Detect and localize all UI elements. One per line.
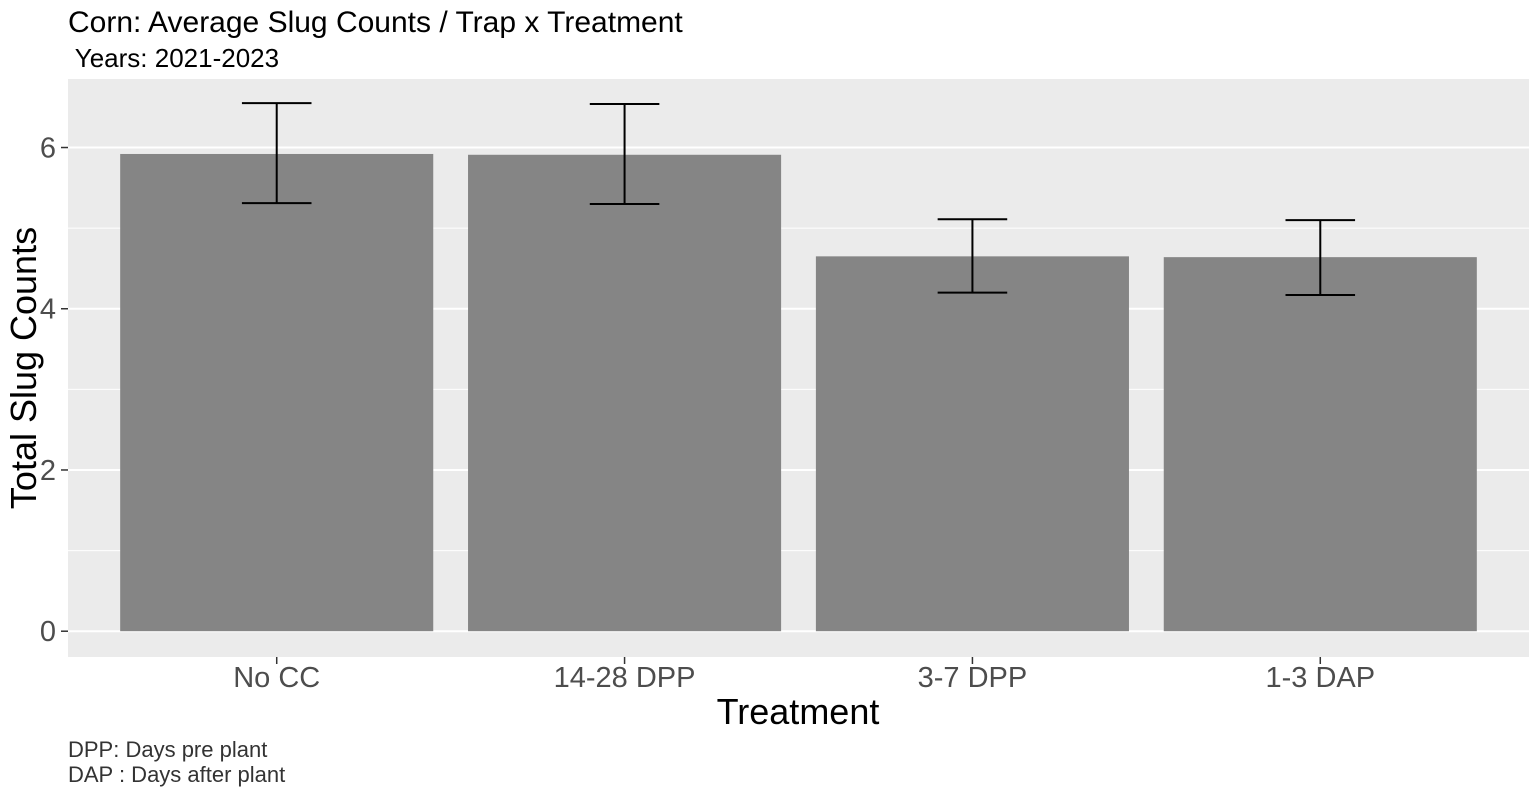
x-tick-label: No CC (233, 662, 320, 694)
error-bar (589, 102, 660, 205)
bars (120, 153, 1477, 632)
bar (468, 154, 782, 632)
chart-title: Corn: Average Slug Counts / Trap x Treat… (68, 6, 683, 39)
y-tick-label: 0 (40, 616, 56, 648)
caption-line-dpp: DPP: Days pre plant (68, 737, 267, 762)
chart-subtitle: Years: 2021-2023 (68, 43, 279, 73)
y-tick-label: 6 (40, 133, 56, 165)
bar (1163, 257, 1477, 632)
y-axis-ticks: 0 2 4 6 (40, 133, 68, 648)
x-axis-ticks: No CC 14-28 DPP 3-7 DPP 1-3 DAP (233, 657, 1375, 694)
error-bars (241, 102, 1356, 297)
error-bar (937, 218, 1008, 294)
y-tick-label: 2 (40, 455, 56, 487)
caption-line-dap: DAP : Days after plant (68, 762, 285, 787)
bar (815, 256, 1129, 632)
x-axis-title: Treatment (717, 691, 880, 732)
x-tick-label: 1-3 DAP (1265, 662, 1375, 694)
error-bar (241, 102, 312, 205)
error-bar (1285, 219, 1356, 297)
x-tick-label: 14-28 DPP (554, 662, 696, 694)
y-axis-title: Total Slug Counts (3, 227, 44, 509)
x-tick-label: 3-7 DPP (918, 662, 1028, 694)
y-tick-label: 4 (40, 294, 56, 326)
bar (120, 153, 434, 632)
